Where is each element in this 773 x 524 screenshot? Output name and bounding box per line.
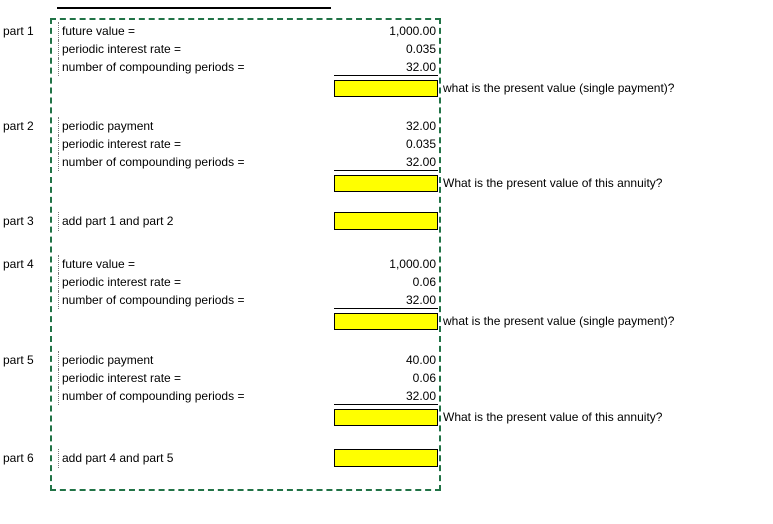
- part-label: part 2: [3, 119, 34, 133]
- question-text: What is the present value of this annuit…: [443, 410, 663, 424]
- cell-value: 40.00: [405, 353, 436, 367]
- data-row: part 4 future value = 1,000.00: [0, 255, 773, 273]
- question-text: What is the present value of this annuit…: [443, 176, 663, 190]
- row-description: periodic interest rate =: [58, 369, 330, 387]
- row-description: future value =: [58, 22, 330, 40]
- answer-input-cell[interactable]: [334, 449, 438, 467]
- answer-row: what is the present value (single paymen…: [0, 313, 773, 332]
- cell-value: 32.00: [405, 119, 436, 133]
- row-description: future value =: [58, 255, 330, 273]
- row-description: number of compounding periods =: [58, 58, 330, 76]
- answer-row: what is the present value (single paymen…: [0, 80, 773, 99]
- row-description: periodic interest rate =: [58, 135, 330, 153]
- row-description: periodic payment: [58, 351, 330, 369]
- data-row: part 3 add part 1 and part 2: [0, 212, 773, 231]
- part-2-block: part 2 periodic payment 32.00 periodic i…: [0, 117, 773, 194]
- cell-value: 0.035: [405, 42, 436, 56]
- data-row: part 1 future value = 1,000.00: [0, 22, 773, 40]
- data-row: part 2 periodic payment 32.00: [0, 117, 773, 135]
- answer-input-cell[interactable]: [334, 212, 438, 230]
- data-row: number of compounding periods = 32.00: [0, 387, 773, 405]
- answer-input-cell[interactable]: [334, 313, 438, 330]
- cell-value: 0.035: [405, 137, 436, 151]
- data-row: part 6 add part 4 and part 5: [0, 449, 773, 468]
- row-description: add part 4 and part 5: [58, 449, 330, 468]
- cell-value: 1,000.00: [389, 257, 436, 271]
- part-3-block: part 3 add part 1 and part 2: [0, 212, 773, 231]
- part-4-block: part 4 future value = 1,000.00 periodic …: [0, 255, 773, 332]
- cell-value-underlined: 32.00: [334, 153, 438, 171]
- cell-value: 0.06: [412, 275, 436, 289]
- data-row: periodic interest rate = 0.06: [0, 273, 773, 291]
- data-row: part 5 periodic payment 40.00: [0, 351, 773, 369]
- part-label: part 5: [3, 353, 34, 367]
- question-text: what is the present value (single paymen…: [443, 314, 675, 328]
- data-row: periodic interest rate = 0.06: [0, 369, 773, 387]
- part-1-block: part 1 future value = 1,000.00 periodic …: [0, 22, 773, 99]
- part-5-block: part 5 periodic payment 40.00 periodic i…: [0, 351, 773, 428]
- cell-value: 0.06: [412, 371, 436, 385]
- row-description: number of compounding periods =: [58, 153, 330, 171]
- cell-value-underlined: 32.00: [334, 291, 438, 309]
- data-row: number of compounding periods = 32.00: [0, 153, 773, 171]
- row-description: number of compounding periods =: [58, 291, 330, 309]
- row-description: number of compounding periods =: [58, 387, 330, 405]
- part-label: part 4: [3, 257, 34, 271]
- question-text: what is the present value (single paymen…: [443, 81, 675, 95]
- data-row: number of compounding periods = 32.00: [0, 58, 773, 76]
- cell-value-underlined: 32.00: [334, 387, 438, 405]
- data-row: periodic interest rate = 0.035: [0, 135, 773, 153]
- answer-input-cell[interactable]: [334, 175, 438, 192]
- row-description: periodic interest rate =: [58, 273, 330, 291]
- cell-value: 1,000.00: [389, 24, 436, 38]
- row-description: add part 1 and part 2: [58, 212, 330, 231]
- answer-input-cell[interactable]: [334, 409, 438, 426]
- part-label: part 3: [3, 214, 34, 228]
- part-label: part 1: [3, 24, 34, 38]
- row-description: periodic interest rate =: [58, 40, 330, 58]
- answer-input-cell[interactable]: [334, 80, 438, 97]
- part-6-block: part 6 add part 4 and part 5: [0, 449, 773, 468]
- answer-row: What is the present value of this annuit…: [0, 175, 773, 194]
- part-label: part 6: [3, 451, 34, 465]
- data-row: periodic interest rate = 0.035: [0, 40, 773, 58]
- title-underline: [57, 7, 331, 9]
- data-row: number of compounding periods = 32.00: [0, 291, 773, 309]
- cell-value-underlined: 32.00: [334, 58, 438, 76]
- answer-row: What is the present value of this annuit…: [0, 409, 773, 428]
- row-description: periodic payment: [58, 117, 330, 135]
